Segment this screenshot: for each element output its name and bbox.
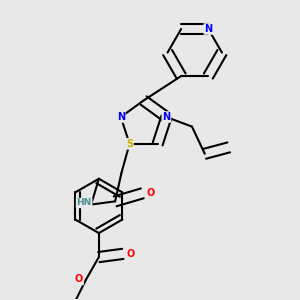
Text: N: N xyxy=(117,112,125,122)
Text: S: S xyxy=(126,139,133,149)
Text: HN: HN xyxy=(76,198,92,207)
Text: N: N xyxy=(162,112,170,122)
Text: O: O xyxy=(146,188,154,198)
Text: O: O xyxy=(75,274,83,284)
Text: O: O xyxy=(127,249,135,259)
Text: N: N xyxy=(204,24,212,34)
